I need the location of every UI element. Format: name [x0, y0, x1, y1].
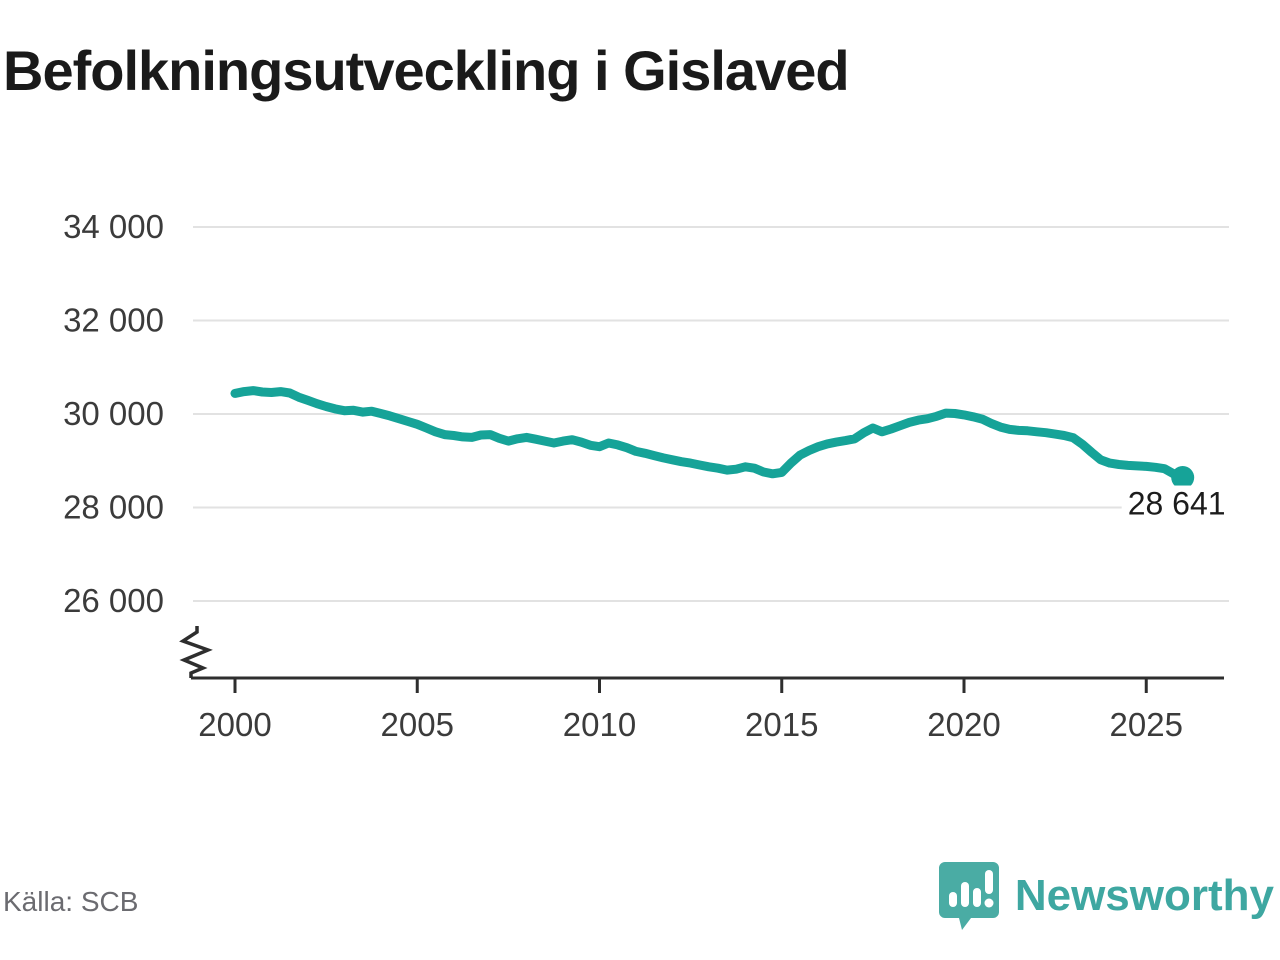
source-note: Källa: SCB [3, 886, 139, 917]
y-tick-label: 30 000 [63, 395, 164, 432]
logo-exclamation-dot [984, 898, 994, 908]
newsworthy-wordmark: Newsworthy [1014, 871, 1274, 920]
logo-exclamation-bar [984, 870, 993, 894]
newsworthy-logo-icon [938, 862, 999, 930]
latest-value-label: 28 641 [1128, 486, 1226, 522]
logo-bar-2 [960, 882, 969, 907]
x-tick-label: 2000 [198, 706, 271, 743]
latest-value-point [1171, 466, 1195, 490]
logo-bar-1 [948, 892, 957, 907]
x-tick-label: 2010 [563, 706, 636, 743]
y-tick-label: 28 000 [63, 489, 164, 526]
axis-break-icon [179, 626, 213, 678]
population-line [230, 386, 1188, 482]
logo-bar-3 [972, 888, 981, 907]
y-tick-label: 32 000 [63, 302, 164, 339]
x-tick-label: 2005 [381, 706, 454, 743]
x-tick-label: 2020 [927, 706, 1000, 743]
x-tick-label: 2025 [1110, 706, 1183, 743]
y-tick-label: 26 000 [63, 582, 164, 619]
y-tick-label: 34 000 [63, 208, 164, 245]
x-tick-label: 2015 [745, 706, 818, 743]
chart-title: Befolkningsutveckling i Gislaved [3, 39, 850, 102]
newsworthy-branding: Newsworthy [937, 860, 1274, 932]
latest-value-label-bg [1121, 485, 1244, 524]
